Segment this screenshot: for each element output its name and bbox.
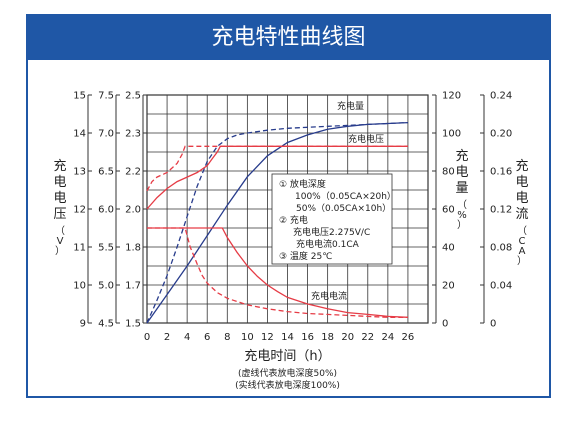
left-tick-label: 9 xyxy=(80,319,86,330)
x-tick-label: 16 xyxy=(301,332,314,343)
right-tick-label: 0.20 xyxy=(490,129,512,140)
left-tick-label: 6.5 xyxy=(98,167,114,178)
series-current-solid xyxy=(147,227,408,318)
left-tick-label: 5.5 xyxy=(98,243,114,254)
left-tick-label: 14 xyxy=(73,129,86,140)
legend-line: 100%（0.05CA×20h） xyxy=(295,191,396,202)
x-tick-label: 8 xyxy=(224,332,230,343)
legend-line: ① 放电深度 xyxy=(279,178,326,190)
right-tick-label: 60 xyxy=(442,205,455,216)
x-tick-label: 6 xyxy=(204,332,210,343)
legend-line: ② 充电 xyxy=(279,214,308,226)
current-axis-label: 充电电流（ C A） xyxy=(515,158,528,267)
chart-note: (虚线代表放电深度50%) xyxy=(238,367,337,379)
right-tick-label: 0.16 xyxy=(490,167,512,178)
left-tick-label: 4.5 xyxy=(98,319,114,330)
legend-line: 充电电压2.275V/C xyxy=(293,226,370,238)
right-tick-label: 100 xyxy=(442,129,461,140)
right-tick-label: 0.08 xyxy=(490,243,512,254)
x-tick-label: 0 xyxy=(144,332,150,343)
left-tick-label: 7.0 xyxy=(98,129,114,140)
left-tick-label: 2.3 xyxy=(125,129,141,140)
right-tick-label: 40 xyxy=(442,243,455,254)
left-tick-label: 1.7 xyxy=(125,281,141,292)
series-label-current: 充电电流 xyxy=(311,290,347,302)
legend-line: 50%（0.05CA×10h） xyxy=(296,203,391,214)
left-tick-label: 15 xyxy=(73,91,86,102)
capacity-axis-label: 充电量（%） xyxy=(455,148,468,231)
x-tick-label: 2 xyxy=(164,332,170,343)
right-tick-label: 0.24 xyxy=(490,91,512,102)
series-label-capacity: 充电量 xyxy=(337,100,364,112)
right-tick-label: 0.12 xyxy=(490,205,512,216)
left-tick-label: 12 xyxy=(73,205,86,216)
left-tick-label: 2.0 xyxy=(125,205,141,216)
series-voltage-dashed xyxy=(146,145,408,192)
x-tick-label: 12 xyxy=(261,332,274,343)
left-tick-label: 5.0 xyxy=(98,281,114,292)
x-tick-label: 22 xyxy=(361,332,374,343)
voltage-axis-label: 充电电压（ V） xyxy=(53,158,66,257)
chart-note: (实线代表放电深度100%) xyxy=(235,379,340,391)
x-tick-label: 10 xyxy=(241,332,254,343)
series-capacity-solid xyxy=(146,121,408,324)
right-tick-label: 120 xyxy=(442,91,461,102)
right-tick-label: 0 xyxy=(442,319,448,330)
series-current-dashed xyxy=(147,227,408,318)
series-capacity-dashed xyxy=(146,121,408,324)
left-tick-label: 1.5 xyxy=(125,319,141,330)
left-tick-label: 2.5 xyxy=(125,91,141,102)
left-tick-label: 2.2 xyxy=(125,167,141,178)
x-axis-label: 充电时间（h） xyxy=(244,348,330,364)
x-tick-label: 20 xyxy=(341,332,354,343)
x-tick-label: 26 xyxy=(402,332,415,343)
left-tick-label: 7.5 xyxy=(98,91,114,102)
legend-box xyxy=(271,173,393,265)
x-tick-label: 18 xyxy=(321,332,334,343)
chart-title: 充电特性曲线图 xyxy=(28,16,549,60)
left-tick-label: 13 xyxy=(73,167,86,178)
x-tick-label: 14 xyxy=(281,332,294,343)
right-tick-label: 80 xyxy=(442,167,455,178)
left-tick-label: 10 xyxy=(73,281,86,292)
right-tick-label: 0 xyxy=(490,319,496,330)
legend-line: ③ 温度 25℃ xyxy=(279,250,332,262)
legend-line: 充电电流0.1CA xyxy=(296,238,360,250)
x-tick-label: 24 xyxy=(381,332,394,343)
right-tick-label: 0.04 xyxy=(490,281,512,292)
x-tick-label: 4 xyxy=(184,332,190,343)
right-tick-label: 20 xyxy=(442,281,455,292)
series-label-voltage: 充电电压 xyxy=(348,133,384,145)
left-tick-label: 6.0 xyxy=(98,205,114,216)
left-tick-label: 1.8 xyxy=(125,243,141,254)
left-tick-label: 11 xyxy=(73,243,86,254)
